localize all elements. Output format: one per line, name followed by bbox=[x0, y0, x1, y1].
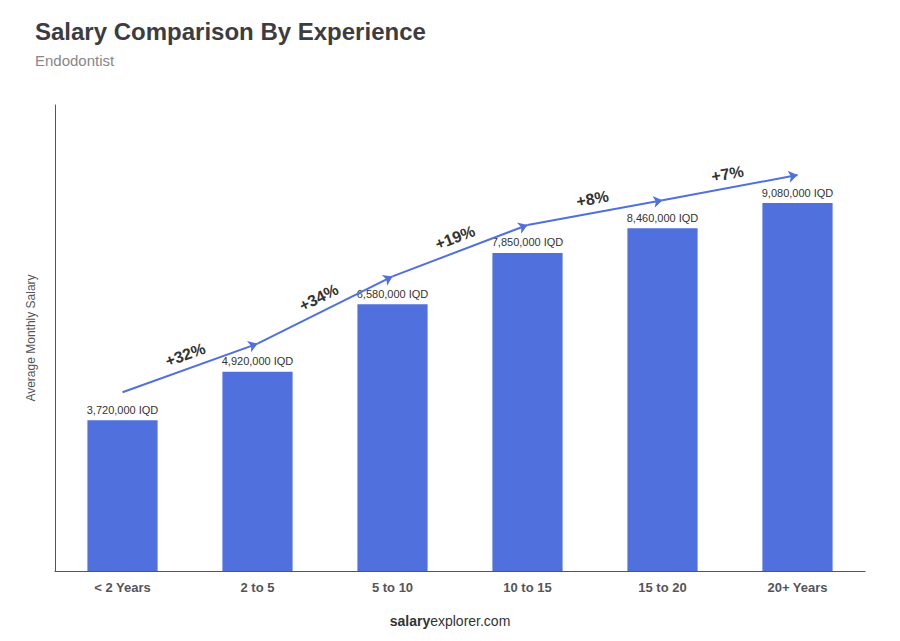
svg-text:explorer.com: explorer.com bbox=[430, 613, 510, 629]
svg-text:5 to 10: 5 to 10 bbox=[372, 580, 413, 595]
svg-text:15 to 20: 15 to 20 bbox=[638, 580, 686, 595]
svg-text:10 to 15: 10 to 15 bbox=[503, 580, 551, 595]
svg-text:+8%: +8% bbox=[575, 188, 610, 211]
svg-text:20+ Years: 20+ Years bbox=[767, 580, 827, 595]
svg-text:Average Monthly Salary: Average Monthly Salary bbox=[24, 274, 38, 401]
svg-text:+32%: +32% bbox=[163, 340, 208, 370]
svg-text:8,460,000 IQD: 8,460,000 IQD bbox=[627, 212, 699, 224]
svg-text:+34%: +34% bbox=[296, 281, 341, 315]
svg-text:Salary Comparison By Experienc: Salary Comparison By Experience bbox=[35, 18, 426, 45]
svg-text:3,720,000 IQD: 3,720,000 IQD bbox=[87, 404, 159, 416]
svg-text:Endodontist: Endodontist bbox=[35, 52, 115, 69]
svg-text:+19%: +19% bbox=[433, 222, 478, 253]
svg-text:salary: salary bbox=[390, 613, 431, 629]
svg-text:4,920,000 IQD: 4,920,000 IQD bbox=[222, 355, 294, 367]
svg-text:+7%: +7% bbox=[710, 163, 745, 186]
svg-text:9,080,000 IQD: 9,080,000 IQD bbox=[762, 187, 834, 199]
svg-text:< 2 Years: < 2 Years bbox=[94, 580, 151, 595]
svg-text:2 to 5: 2 to 5 bbox=[241, 580, 275, 595]
svg-text:6,580,000 IQD: 6,580,000 IQD bbox=[356, 287, 429, 300]
svg-text:7,850,000 IQD: 7,850,000 IQD bbox=[492, 236, 564, 248]
